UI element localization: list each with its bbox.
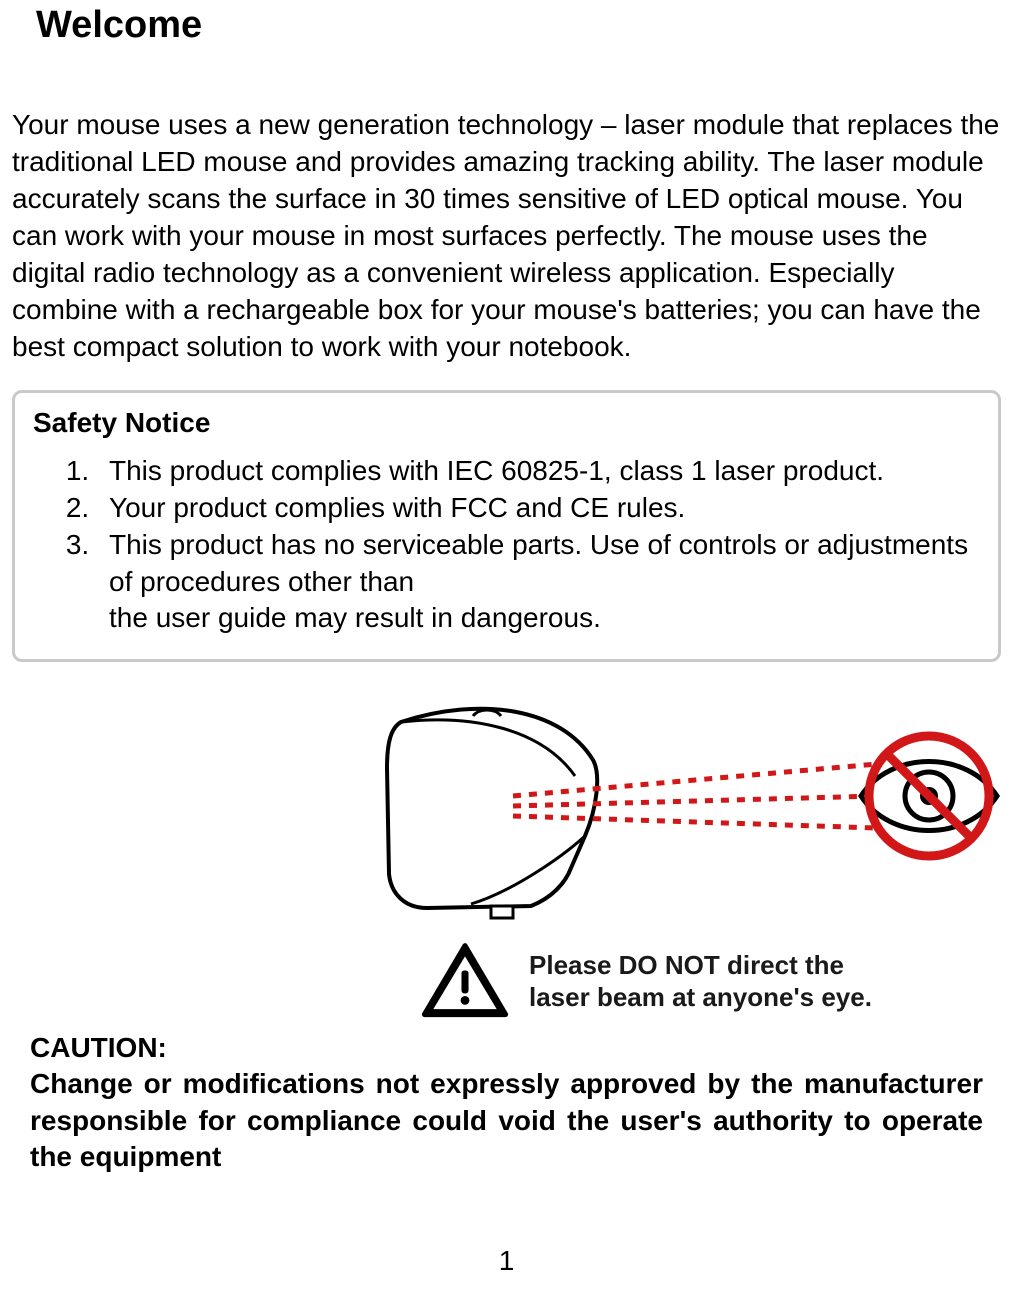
caution-body: Change or modifications not expressly ap… <box>30 1066 983 1175</box>
warning-text: Please DO NOT direct the laser beam at a… <box>529 949 969 1014</box>
mouse-icon <box>387 709 597 918</box>
warning-text-line: laser beam at anyone's eye. <box>529 982 872 1012</box>
intro-paragraph: Your mouse uses a new generation technol… <box>12 107 1001 366</box>
warning-triangle-icon <box>421 942 509 1020</box>
laser-diagram <box>12 688 1001 934</box>
warning-row: Please DO NOT direct the laser beam at a… <box>12 942 1001 1020</box>
page-title: Welcome <box>36 0 1001 47</box>
safety-notice-box: Safety Notice This product complies with… <box>12 390 1001 663</box>
caution-heading: CAUTION: <box>30 1032 983 1064</box>
manual-page: Welcome Your mouse uses a new generation… <box>0 0 1013 1289</box>
safety-notice-item: This product complies with IEC 60825-1, … <box>97 453 980 490</box>
safety-notice-list: This product complies with IEC 60825-1, … <box>33 453 980 638</box>
eye-prohibited-icon <box>861 736 997 856</box>
safety-notice-heading: Safety Notice <box>33 407 980 439</box>
laser-diagram-svg <box>361 688 1001 934</box>
warning-text-line: Please DO NOT direct the <box>529 950 844 980</box>
page-number: 1 <box>0 1245 1013 1277</box>
caution-block: CAUTION: Change or modifications not exp… <box>30 1032 983 1175</box>
safety-notice-item: This product has no serviceable parts. U… <box>97 527 980 638</box>
safety-notice-item: Your product complies with FCC and CE ru… <box>97 490 980 527</box>
